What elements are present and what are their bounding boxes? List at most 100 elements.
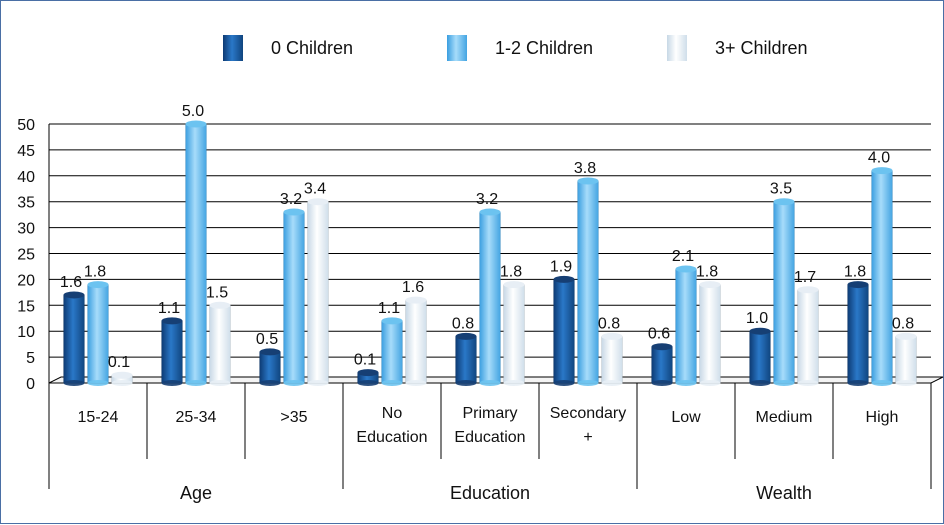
bar [503, 284, 525, 384]
bar-top [749, 327, 771, 335]
x-tick-label: 25-34 [176, 409, 217, 426]
bar-base [357, 380, 379, 386]
data-label: 3.5 [770, 181, 792, 198]
data-label: 1.1 [158, 300, 180, 317]
data-label: 3.4 [304, 181, 326, 198]
y-tick-label: 15 [17, 298, 35, 315]
bar-base [209, 380, 231, 386]
data-label: 1.8 [84, 264, 106, 281]
bar-top [283, 208, 305, 216]
x-tick-label: Primary [462, 405, 517, 422]
bar-base [455, 380, 477, 386]
bar [283, 211, 305, 384]
bar [87, 284, 109, 384]
data-label: 0.1 [108, 354, 130, 371]
bar-top [577, 177, 599, 185]
legend: 0 Children 1-2 Children 3+ Children [223, 35, 808, 61]
y-tick-label: 35 [17, 195, 35, 212]
bar-top [185, 120, 207, 128]
bar-base [87, 380, 109, 386]
bar-top [381, 317, 403, 325]
data-label: 3.2 [280, 191, 302, 208]
data-label: 1.8 [500, 264, 522, 281]
data-label: 2.1 [672, 248, 694, 265]
bar-base [553, 380, 575, 386]
x-tick-label: Secondary [550, 405, 627, 422]
data-label: 1.7 [794, 269, 816, 286]
bar [797, 289, 819, 384]
bar-base [797, 380, 819, 386]
bar-base [185, 380, 207, 386]
y-tick-label: 10 [17, 324, 35, 341]
bar-top [895, 332, 917, 340]
bar [749, 330, 771, 384]
legend-label: 3+ Children [715, 38, 808, 58]
data-label: 1.6 [402, 279, 424, 296]
x-tick-label: >35 [280, 409, 307, 426]
y-tick-label: 25 [17, 247, 35, 264]
bar [699, 284, 721, 384]
bar-base [283, 380, 305, 386]
x-tick-label: Medium [756, 409, 813, 426]
legend-swatch [667, 35, 687, 61]
bar-top [871, 167, 893, 175]
bar [601, 336, 623, 384]
bar-top [699, 281, 721, 289]
bar-top [259, 348, 281, 356]
bar-base [675, 380, 697, 386]
data-label: 1.1 [378, 300, 400, 317]
group-label: Education [450, 483, 530, 503]
x-axis: 15-24 25-34 >35 No Education Primary Education… [48, 383, 932, 503]
bar [455, 336, 477, 384]
data-label: 1.9 [550, 258, 572, 275]
legend-item: 1-2 Children [447, 35, 593, 61]
legend-label: 1-2 Children [495, 38, 593, 58]
bar-top [797, 286, 819, 294]
bar-top [455, 332, 477, 340]
legend-swatch [447, 35, 467, 61]
bar [651, 346, 673, 384]
data-label: 1.6 [60, 274, 82, 291]
bar-top [847, 281, 869, 289]
bar-top [601, 332, 623, 340]
bar [847, 284, 869, 384]
data-label: 0.8 [452, 315, 474, 332]
x-tick-label: No [382, 405, 403, 422]
bar-base [651, 380, 673, 386]
y-tick-label: 30 [17, 221, 35, 238]
bar-base [259, 380, 281, 386]
bar-top [87, 281, 109, 289]
bar-top [161, 317, 183, 325]
bar [479, 211, 501, 384]
legend-label: 0 Children [271, 38, 353, 58]
bar-base [503, 380, 525, 386]
bar-base [111, 380, 133, 386]
x-tick-label: Education [454, 429, 525, 446]
bar [553, 279, 575, 384]
bar-base [601, 380, 623, 386]
x-tick-label: Education [356, 429, 427, 446]
y-axis: 0 5 10 15 20 25 30 35 40 45 50 [17, 117, 50, 393]
bar [63, 294, 85, 384]
bar-top [773, 198, 795, 206]
data-label: 1.0 [746, 310, 768, 327]
group-label: Age [180, 483, 212, 503]
bar-base [773, 380, 795, 386]
data-label: 0.5 [256, 331, 278, 348]
bar-top [111, 371, 133, 379]
data-label: 0.1 [354, 352, 376, 369]
bar-base [749, 380, 771, 386]
data-label: 1.8 [844, 264, 866, 281]
bars [63, 120, 917, 386]
bar-top [63, 291, 85, 299]
legend-item: 3+ Children [667, 35, 808, 61]
data-labels: 1.61.80.11.15.01.50.53.23.40.11.11.60.83… [60, 103, 914, 371]
bar [185, 123, 207, 384]
bar [577, 180, 599, 384]
legend-swatch [223, 35, 243, 61]
bar-base [847, 380, 869, 386]
legend-item: 0 Children [223, 35, 353, 61]
bar-top [307, 198, 329, 206]
bar [675, 268, 697, 384]
